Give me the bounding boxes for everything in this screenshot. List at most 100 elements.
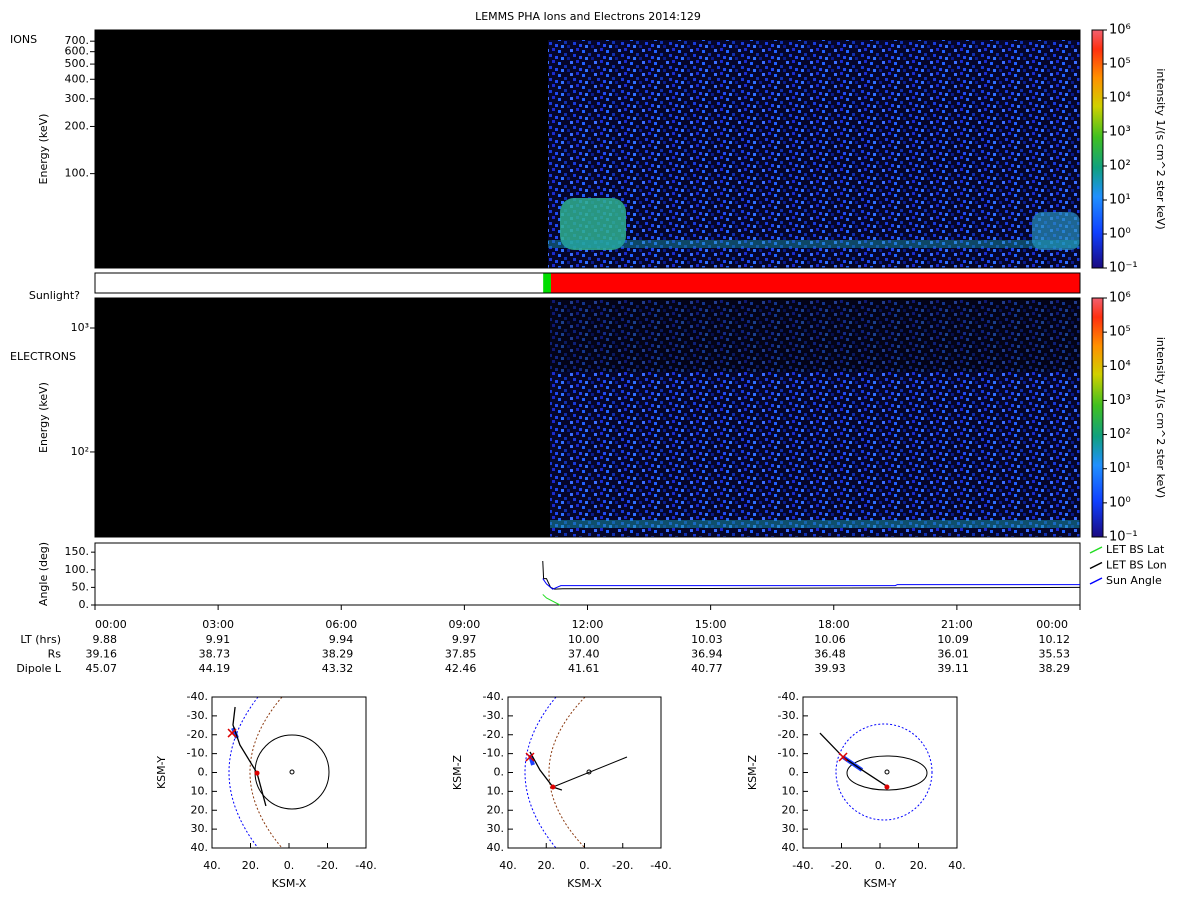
colorbar-tick-label: 10⁴ xyxy=(1109,91,1131,106)
trajectory xyxy=(529,751,563,791)
colorbar xyxy=(1091,297,1104,538)
y-tick-label: 20. xyxy=(487,803,505,816)
y-tick-label: -10. xyxy=(778,747,799,760)
panel-label: IONS xyxy=(10,33,37,46)
x-tick-label: 21:00 xyxy=(941,618,973,631)
ephemeris-value: 36.48 xyxy=(814,648,846,661)
marker-dot xyxy=(254,770,260,776)
y-tick-label: -20. xyxy=(778,728,799,741)
ephemeris-value: 42.46 xyxy=(445,662,477,675)
colorbar-tick-label: 10³ xyxy=(1109,393,1131,408)
panel-label: ELECTRONS xyxy=(10,350,76,363)
y-tick-label: -10. xyxy=(483,747,504,760)
marker-x xyxy=(227,728,237,738)
trajectory xyxy=(819,732,889,788)
x-tick-label: 20. xyxy=(242,859,260,872)
orbit-decor xyxy=(835,723,933,821)
marker-dot xyxy=(550,784,556,790)
y-axis-label: KSM-Z xyxy=(746,754,759,790)
colorbar-tick-label: 10² xyxy=(1109,159,1131,174)
y-tick-label: -40. xyxy=(483,690,504,703)
colorbar-tick-label: 10⁶ xyxy=(1109,23,1131,38)
ephemeris-value: 37.40 xyxy=(568,648,600,661)
marker-x xyxy=(838,752,848,762)
ephemeris-value: 9.97 xyxy=(452,633,477,646)
series-line xyxy=(542,560,1081,590)
legend-swatch xyxy=(1089,546,1103,554)
y-tick-label: 40. xyxy=(782,841,800,854)
frame xyxy=(802,696,958,849)
panel-label: Sunlight? xyxy=(29,289,80,302)
x-tick-label: -20. xyxy=(831,859,852,872)
colorbar-tick-label: 10³ xyxy=(1109,125,1131,140)
ephemeris-value: 35.53 xyxy=(1039,648,1071,661)
ephemeris-value: 43.32 xyxy=(322,662,354,675)
x-tick-label: -20. xyxy=(612,859,633,872)
x-tick-label: 03:00 xyxy=(202,618,234,631)
y-axis-label: Energy (keV) xyxy=(37,382,50,453)
y-axis-label: Angle (deg) xyxy=(37,542,50,606)
x-tick-label: 0. xyxy=(284,859,295,872)
ephemeris-value: 10.03 xyxy=(691,633,723,646)
y-axis-label: Energy (keV) xyxy=(37,114,50,185)
ephemeris-value: 10.09 xyxy=(937,633,969,646)
y-axis-label: KSM-Z xyxy=(451,754,464,790)
colorbar-label: intensity 1/(s cm^2 ster keV) xyxy=(1154,68,1167,229)
x-tick-label: 20. xyxy=(538,859,556,872)
frame xyxy=(211,696,367,849)
x-tick-label: 06:00 xyxy=(325,618,357,631)
colorbar-tick-label: 10⁵ xyxy=(1109,325,1131,340)
colorbar-tick-label: 10⁴ xyxy=(1109,359,1131,374)
x-tick-label: 12:00 xyxy=(572,618,604,631)
spectrogram-texture xyxy=(550,372,1080,537)
colorbar-tick-label: 10⁻¹ xyxy=(1109,261,1138,276)
colorbar-label: intensity 1/(s cm^2 ster keV) xyxy=(1154,337,1167,498)
y-tick-label: 100. xyxy=(65,563,90,576)
colorbar-tick-label: 10⁵ xyxy=(1109,57,1131,72)
series-line xyxy=(542,578,1080,590)
x-tick-label: 09:00 xyxy=(449,618,481,631)
ephemeris-value: 39.93 xyxy=(814,662,846,675)
ephemeris-label: Dipole L xyxy=(16,662,62,675)
colorbar-tick-label: 10⁰ xyxy=(1109,495,1131,510)
y-tick-label: 150. xyxy=(65,545,90,558)
y-tick-label: 10. xyxy=(487,784,505,797)
x-axis-label: KSM-X xyxy=(272,877,307,890)
trajectory xyxy=(232,706,267,807)
colorbar-tick-label: 10⁰ xyxy=(1109,227,1131,242)
ephemeris-value: 37.85 xyxy=(445,648,477,661)
x-tick-label: 0. xyxy=(579,859,590,872)
y-tick-label: -20. xyxy=(483,728,504,741)
y-tick-label: 0. xyxy=(79,598,90,611)
y-tick-label: 0. xyxy=(198,766,209,779)
x-tick-label: 00:00 xyxy=(95,618,127,631)
y-tick-label: 30. xyxy=(782,822,800,835)
ephemeris-value: 10.06 xyxy=(814,633,846,646)
ephemeris-value: 9.91 xyxy=(206,633,231,646)
x-tick-label: 18:00 xyxy=(818,618,850,631)
spectrogram-blob xyxy=(560,198,626,250)
colorbar-tick-label: 10⁻¹ xyxy=(1109,530,1138,545)
x-tick-label: 20. xyxy=(910,859,928,872)
ephemeris-value: 10.12 xyxy=(1039,633,1071,646)
x-tick-label: -40. xyxy=(355,859,376,872)
x-tick-label: -40. xyxy=(650,859,671,872)
y-tick-label: 300. xyxy=(65,92,90,105)
ephemeris-value: 44.19 xyxy=(199,662,231,675)
legend-swatch xyxy=(1089,577,1103,585)
ephemeris-value: 41.61 xyxy=(568,662,600,675)
y-tick-label: -40. xyxy=(187,690,208,703)
legend-swatch xyxy=(1089,561,1103,570)
y-tick-label: 30. xyxy=(191,822,209,835)
state-segment xyxy=(550,273,1080,293)
frame xyxy=(94,29,1081,269)
series-line xyxy=(542,594,561,606)
y-tick-label: 600. xyxy=(65,45,90,58)
ephemeris-label: Rs xyxy=(48,648,62,661)
ephemeris-value: 40.77 xyxy=(691,662,723,675)
y-tick-label: 0. xyxy=(494,766,505,779)
ephemeris-value: 10.00 xyxy=(568,633,600,646)
ephemeris-value: 9.94 xyxy=(329,633,354,646)
y-tick-label: 40. xyxy=(487,841,505,854)
